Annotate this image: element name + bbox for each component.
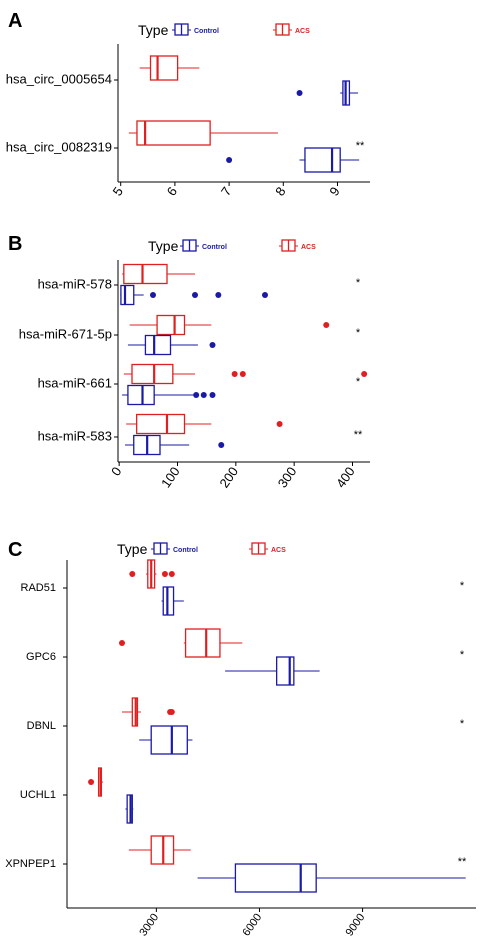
category-label: hsa_circ_0005654 [6,71,112,86]
significance-marker: ** [458,856,467,868]
legend: Type Control ACS [148,238,316,254]
panel-B: B Type Control ACS 0 100 200 300 400 hsa-miR-578 *… [8,233,370,490]
acs-outlier [231,371,238,377]
acs-box [184,628,221,658]
acs-box [136,120,211,146]
category-UCHL1: UCHL1 [20,767,134,824]
control-outlier [218,442,225,448]
acs-box [136,413,186,435]
acs-box [149,55,179,81]
category-label: hsa-miR-583 [38,428,112,443]
x-tick-label: 6000 [240,912,264,938]
x-tick-label: 3000 [137,912,161,938]
category-GPC6: GPC6 * [26,628,465,686]
category-DBNL: DBNL * [27,697,465,755]
significance-marker: * [356,376,361,388]
x-tick-label: 5 [110,184,126,199]
acs-outlier [118,640,125,646]
category-XPNPEP1: XPNPEP1 ** [5,835,467,893]
control-outlier [209,342,216,348]
x-tick-label: 200 [216,464,241,490]
control-outlier [150,292,156,298]
control-outlier [192,292,198,298]
control-outlier [262,292,268,298]
x-tick-label: 300 [275,464,300,490]
x-tick-label: 0 [108,464,124,479]
x-tick-label: 400 [333,464,358,490]
x-tick-label: 7 [218,184,234,199]
acs-outlier [161,571,168,577]
control-box [276,656,295,686]
legend-label-control: Control [202,244,227,251]
control-outlier [200,392,207,398]
legend-label-control: Control [194,28,219,35]
significance-marker: ** [356,140,365,152]
acs-outlier [88,779,95,785]
legend-label-control: Control [173,547,198,554]
control-box [234,863,317,893]
category-label: RAD51 [21,582,56,594]
category-label: hsa-miR-671-5p [19,326,112,341]
x-tick-label: 100 [158,464,183,490]
control-box [304,147,341,173]
acs-outlier [168,571,175,577]
legend-label-acs: ACS [271,547,286,554]
acs-outlier [129,571,136,577]
control-outlier [193,392,200,398]
acs-outlier [323,322,330,328]
significance-marker: ** [354,429,363,441]
control-box [120,284,135,306]
category-label: hsa-miR-661 [38,375,112,390]
acs-box [131,363,174,385]
panel-letter: C [8,539,22,561]
control-outlier [215,292,222,298]
category-RAD51: RAD51 * [21,559,465,616]
x-tick-label: 9 [326,184,342,199]
control-box [150,725,188,755]
panel-A: A Type Control ACS 5 6 7 8 9 hsa_circ_0005654 hsa_… [6,10,370,199]
control-outlier [296,90,303,96]
x-tick-label: 6 [164,184,180,199]
category-label: hsa-miR-578 [38,276,112,291]
category-label: UCHL1 [20,789,56,801]
category-hsa-miR-671-5p: hsa-miR-671-5p * [19,314,361,356]
significance-marker: * [356,277,361,289]
significance-marker: * [460,718,465,730]
control-box [127,384,155,406]
control-box [144,334,172,356]
panel-letter: A [8,10,22,32]
acs-outlier [361,371,368,377]
category-hsa_circ_0082319: hsa_circ_0082319 ** [6,120,365,173]
legend-label-acs: ACS [295,28,310,35]
acs-outlier [239,371,246,377]
acs-box [123,263,168,285]
legend: Type Control ACS [138,22,310,38]
legend-title: Type [117,541,148,557]
legend-title: Type [148,238,179,254]
category-hsa-miR-661: hsa-miR-661 * [38,363,368,406]
control-outlier [209,392,216,398]
category-label: DBNL [27,720,56,732]
acs-outlier [276,421,283,427]
category-hsa-miR-583: hsa-miR-583 ** [38,413,363,456]
legend: Type Control ACS [117,541,286,557]
significance-marker: * [356,327,361,339]
acs-box [156,314,186,336]
category-hsa-miR-578: hsa-miR-578 * [38,263,361,306]
control-outlier [226,157,233,163]
significance-marker: * [460,649,465,661]
category-hsa_circ_0005654: hsa_circ_0005654 [6,55,359,106]
category-label: GPC6 [26,651,56,663]
category-label: XPNPEP1 [5,858,56,870]
x-tick-label: 8 [272,184,288,199]
significance-marker: * [460,580,465,592]
acs-outlier [168,709,175,715]
panel-letter: B [8,233,22,255]
x-tick-label: 9000 [344,912,368,938]
category-label: hsa_circ_0082319 [6,139,112,154]
legend-title: Type [138,22,169,38]
legend-label-acs: ACS [301,244,316,251]
